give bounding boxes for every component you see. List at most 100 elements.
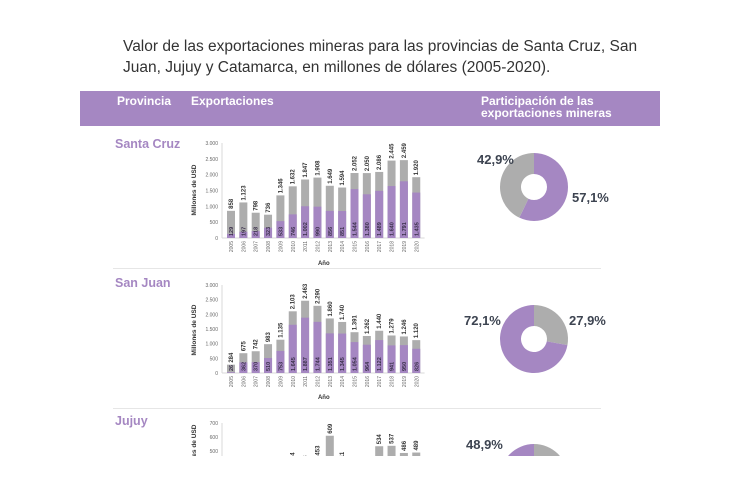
x-tick-label: 2005 — [229, 376, 235, 387]
bar-total — [227, 364, 235, 373]
y-tick-label: 1.500 — [205, 189, 218, 195]
bar-total — [264, 214, 273, 238]
bar-total-label: 1.391 — [353, 315, 359, 331]
y-tick-label: 1.000 — [205, 204, 218, 210]
bar-total — [251, 212, 260, 238]
bar-total-label: 284 — [229, 352, 235, 363]
pie-label-other-santa-cruz: 42,9% — [477, 152, 514, 167]
pie-label-other-san-juan: 27,9% — [569, 313, 606, 328]
charts-canvas: 0 500 1.000 1.500 2.000 2.500 3.000 Millones de… — [191, 141, 569, 456]
x-tick-label: 2012 — [315, 376, 321, 387]
x-tick-label: 2019 — [402, 241, 408, 252]
bar-total-label: 1.847 — [303, 162, 309, 178]
bar-total-label: 1.246 — [402, 319, 408, 335]
bar-mineral-label: 990 — [315, 227, 321, 236]
bar-total — [276, 195, 285, 238]
bar-total-label: 736 — [266, 202, 272, 213]
bar-mineral-label: 1.054 — [353, 356, 359, 371]
x-tick-label: 2014 — [340, 376, 346, 387]
bar-total-label: 1.120 — [414, 322, 420, 338]
x-tick-label: 2006 — [241, 241, 247, 252]
x-tick-label: 2011 — [303, 376, 309, 387]
bar-mineral-label: 746 — [291, 227, 297, 236]
bar-mineral — [227, 372, 235, 373]
bar-mineral-label: 1.887 — [303, 357, 309, 371]
bar-mineral — [288, 214, 297, 238]
bar-total-label: 1.920 — [414, 160, 420, 176]
donut-slice-mineral — [500, 305, 568, 374]
header-provincia: Provincia — [117, 94, 172, 108]
x-tick-label: 2013 — [328, 376, 334, 387]
x-tick-label: 2015 — [353, 376, 359, 387]
x-tick-label: 2019 — [402, 376, 408, 387]
province-name-san-juan: San Juan — [115, 276, 171, 290]
bar-total-label: 1.346 — [278, 178, 284, 194]
bar-mineral — [399, 345, 408, 373]
bar-mineral — [338, 211, 347, 238]
y-tick-label: 500 — [210, 220, 219, 226]
y-axis-title: Millones de USD — [191, 304, 198, 355]
x-tick-label: 2012 — [315, 241, 321, 252]
bar-mineral-label: 964 — [365, 361, 371, 371]
y-tick-label: 2.500 — [205, 157, 218, 163]
bar-mineral — [350, 189, 359, 238]
pie-label-mineral-santa-cruz: 57,1% — [572, 190, 609, 205]
x-tick-label: 2007 — [254, 241, 260, 252]
x-tick-label: 2007 — [254, 376, 260, 387]
bar-mineral — [239, 362, 248, 373]
x-tick-label: 2017 — [377, 376, 383, 387]
bar-mineral-label: 753 — [278, 362, 284, 371]
bar-mineral-label: 950 — [402, 362, 408, 371]
y-axis-title: Millones de USD — [191, 164, 198, 215]
header-participacion: Participación de las exportaciones miner… — [481, 94, 612, 120]
bar-total — [399, 452, 408, 456]
x-tick-label: 2008 — [266, 376, 272, 387]
bar-total-label: 489 — [414, 440, 420, 451]
bar-mineral — [227, 233, 235, 238]
bar-total — [251, 351, 260, 373]
bar-mineral-label: 856 — [328, 227, 334, 236]
bar-mineral-label: 533 — [278, 227, 284, 236]
x-tick-label: 2018 — [390, 376, 396, 387]
pie-label-other-jujuy: 48,9% — [466, 437, 503, 452]
bar-total — [325, 435, 334, 456]
row-divider — [113, 268, 601, 269]
bar-mineral — [325, 210, 334, 238]
bar-mineral-label: 1.345 — [340, 357, 346, 371]
x-tick-label: 2016 — [365, 376, 371, 387]
bar-mineral-label: 1.744 — [315, 356, 321, 371]
y-tick-label: 0 — [215, 371, 218, 377]
bar-total-label: 1.860 — [328, 301, 334, 317]
bar-mineral — [239, 231, 248, 238]
x-tick-label: 2009 — [278, 241, 284, 252]
bar-mineral — [375, 190, 384, 238]
y-tick-label: 3.000 — [205, 283, 218, 289]
y-tick-label: 700 — [210, 421, 219, 427]
y-tick-label: 1.000 — [205, 342, 218, 348]
y-tick-label: 2.500 — [205, 298, 218, 304]
bar-total — [227, 210, 235, 238]
bar-total — [375, 446, 384, 456]
bar-total-label: 534 — [377, 434, 383, 445]
x-tick-label: 2020 — [414, 241, 420, 252]
bar-mineral-label: 1.544 — [353, 221, 359, 236]
donut-slice-other — [534, 444, 560, 456]
bar-mineral-label: 218 — [254, 227, 260, 236]
bar-mineral-label: 851 — [340, 227, 346, 236]
province-name-santa-cruz: Santa Cruz — [115, 137, 181, 151]
bar-mineral-label: 1.435 — [414, 222, 420, 236]
bar-mineral-label: 1.002 — [303, 222, 309, 236]
x-tick-label: 2010 — [291, 241, 297, 252]
bar-total-label: 1.123 — [241, 185, 247, 201]
bar-total — [412, 452, 421, 456]
bar-total-label: 1.740 — [340, 304, 346, 320]
bar-mineral-label: 1.791 — [402, 222, 408, 236]
bar-mineral — [264, 358, 273, 373]
donut-slice-other — [534, 305, 568, 346]
y-tick-label: 1.500 — [205, 327, 218, 333]
bar-total-label: 383 — [303, 455, 309, 456]
row-divider — [113, 408, 601, 409]
bar-mineral — [264, 227, 273, 238]
bar-total-label: 2.050 — [365, 155, 371, 171]
bar-mineral-label: 1.645 — [291, 357, 297, 371]
